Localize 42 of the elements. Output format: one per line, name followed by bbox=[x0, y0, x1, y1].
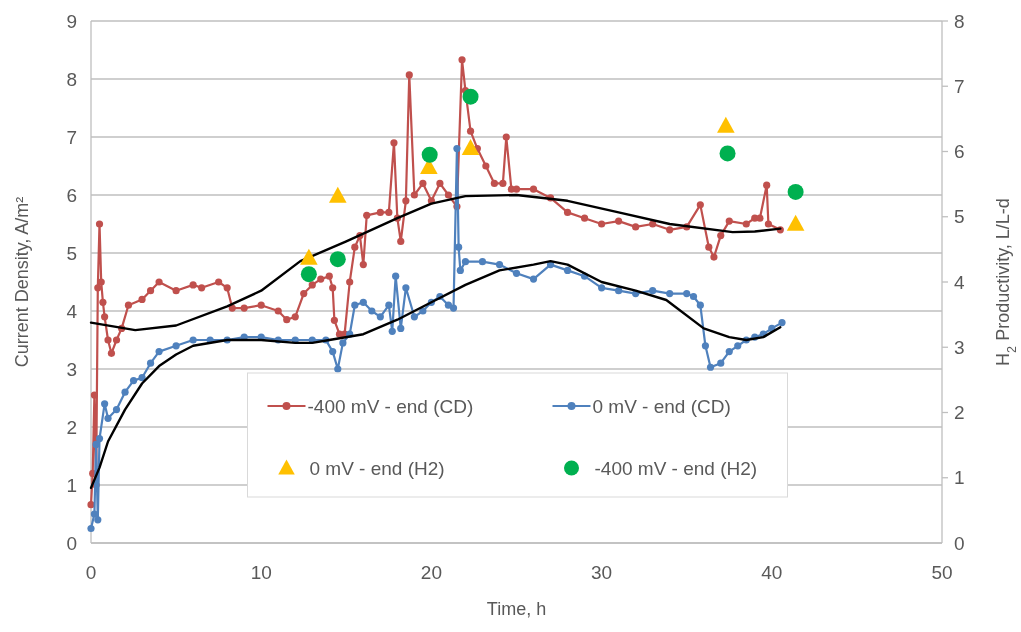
point bbox=[717, 116, 735, 133]
y2-tick-label: 1 bbox=[954, 467, 965, 489]
point bbox=[719, 145, 736, 162]
y-tick-label: 8 bbox=[66, 68, 77, 90]
y-tick-label: 0 bbox=[66, 532, 77, 554]
legend-label: 0 mV - end (CD) bbox=[592, 395, 731, 417]
x-tick-label: 50 bbox=[931, 562, 953, 583]
y-tick-label: 2 bbox=[66, 416, 77, 438]
y2-tick-label: 0 bbox=[954, 532, 965, 554]
x-axis-title: Time, h bbox=[486, 599, 547, 619]
point bbox=[787, 183, 804, 200]
x-tick-label: 20 bbox=[420, 562, 442, 583]
y2-tick-label: 5 bbox=[954, 206, 965, 228]
y2-tick-label: 2 bbox=[954, 402, 965, 424]
y2-tick-label: 6 bbox=[954, 141, 965, 163]
y-tick-label: 5 bbox=[66, 242, 77, 264]
y2-tick-label: 3 bbox=[954, 336, 965, 358]
y-tick-label: 9 bbox=[66, 10, 77, 32]
legend-label: 0 mV - end (H2) bbox=[309, 457, 445, 479]
x-tick-label: 30 bbox=[591, 562, 613, 583]
point bbox=[461, 139, 480, 156]
point bbox=[329, 251, 346, 268]
x-tick-label: 40 bbox=[761, 562, 783, 583]
x-tick-label: 10 bbox=[250, 562, 272, 583]
y-tick-label: 4 bbox=[66, 300, 78, 322]
point bbox=[300, 248, 318, 265]
y-axis-title: Current Density, A/m² bbox=[12, 196, 32, 368]
y2-tick-label: 4 bbox=[954, 271, 965, 293]
legend-label: -400 mV - end (CD) bbox=[307, 395, 474, 417]
y-tick-label: 7 bbox=[66, 126, 77, 148]
point bbox=[462, 88, 479, 105]
point bbox=[300, 266, 317, 283]
point bbox=[786, 214, 805, 231]
y2-tick-label: 8 bbox=[954, 10, 965, 32]
y-tick-label: 1 bbox=[66, 474, 77, 496]
y-tick-label: 6 bbox=[66, 184, 77, 206]
point bbox=[328, 186, 347, 203]
legend-label: -400 mV - end (H2) bbox=[594, 457, 758, 479]
y-tick-label: 3 bbox=[66, 358, 77, 380]
y2-tick-label: 7 bbox=[954, 75, 965, 97]
x-tick-label: 0 bbox=[85, 562, 97, 583]
point bbox=[421, 146, 438, 163]
